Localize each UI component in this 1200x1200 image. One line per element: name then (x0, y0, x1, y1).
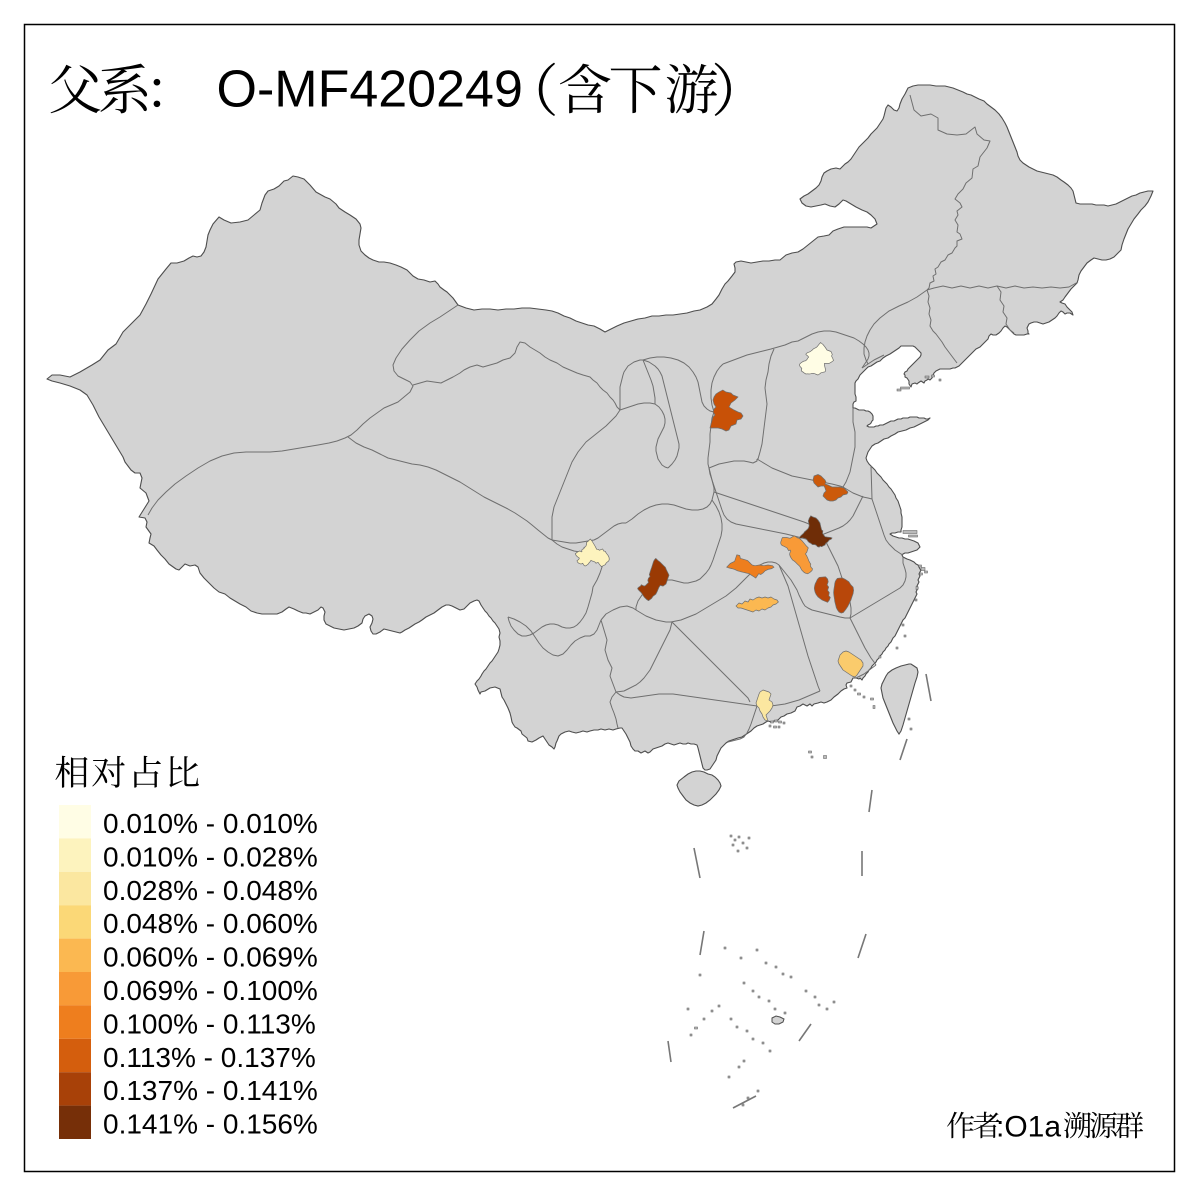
svg-text:0.060% - 0.069%: 0.060% - 0.069% (103, 942, 318, 973)
svg-text:0.048% - 0.060%: 0.048% - 0.060% (103, 908, 318, 939)
svg-text:0.137% - 0.141%: 0.137% - 0.141% (103, 1075, 318, 1106)
svg-text:0.010% - 0.010%: 0.010% - 0.010% (103, 808, 318, 839)
svg-text:0.010% - 0.028%: 0.010% - 0.028% (103, 841, 318, 872)
svg-text:0.069% - 0.100%: 0.069% - 0.100% (103, 975, 318, 1006)
svg-text:0.028% - 0.048%: 0.028% - 0.048% (103, 875, 318, 906)
svg-text:0.100% - 0.113%: 0.100% - 0.113% (103, 1008, 316, 1039)
svg-text::O1a: :O1a (996, 1111, 1061, 1144)
svg-text:O-MF420249: O-MF420249 (217, 61, 523, 119)
svg-text:0.113% - 0.137%: 0.113% - 0.137% (103, 1042, 316, 1073)
svg-text:0.141% - 0.156%: 0.141% - 0.156% (103, 1109, 318, 1140)
